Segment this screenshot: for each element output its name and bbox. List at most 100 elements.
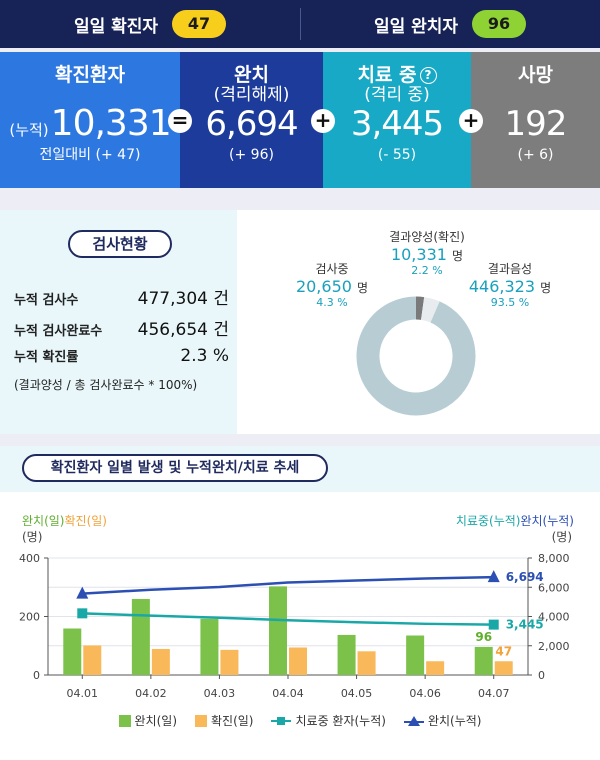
test-status-title: 검사현황 <box>68 230 172 258</box>
legend-item[interactable]: 완치(일) <box>118 712 177 729</box>
equals-icon: = <box>168 109 192 133</box>
test-summary: 검사현황 누적 검사수 477,304 건 누적 검사완료수 456,654 건… <box>0 210 237 434</box>
x-tick-label: 04.06 <box>409 687 441 700</box>
donut-label-testing: 검사중 20,650 명 4.3 % <box>272 260 392 309</box>
right-axis-legend: 치료중(누적)완치(누적) <box>456 512 574 529</box>
test-row-value: 477,304 건 <box>137 289 229 309</box>
bar-confirmed-daily <box>494 661 513 675</box>
left-legend-confirmed: 확진(일) <box>64 514 107 528</box>
left-axis-legend: 완치(일)확진(일) <box>22 512 107 529</box>
plus-icon: + <box>459 109 483 133</box>
help-icon[interactable]: ? <box>419 67 437 84</box>
test-row-value: 2.3 % <box>180 346 229 366</box>
donut-label-name: 결과음성 <box>487 262 533 276</box>
donut-label-negative: 결과음성 446,323 명 93.5 % <box>450 260 570 309</box>
bar-recovered-daily <box>131 598 150 675</box>
legend-swatch <box>118 714 131 727</box>
trend-title: 확진환자 일별 발생 및 누적완치/치료 추세 <box>22 454 328 482</box>
stat-deaths-value: 192 <box>504 104 568 144</box>
stat-recovered-sub: (격리해제) <box>213 85 290 105</box>
point-recovered-cumulative <box>76 586 89 599</box>
donut-label-value: 10,331 <box>390 245 447 264</box>
trend-panel: 확진환자 일별 발생 및 누적완치/치료 추세 완치(일)확진(일) 치료중(누… <box>0 446 600 760</box>
test-donut-chart <box>356 296 476 416</box>
y-tick-label-left: 200 <box>19 611 40 624</box>
stats-row: 확진환자 (누적) 10,331 전일대비 (+ 47) 완치 (격리해제) 6… <box>0 52 600 188</box>
left-legend-recovered: 완치(일) <box>22 514 65 528</box>
stat-recovered-delta: (+ 96) <box>229 147 274 163</box>
donut-label-unit: 명 <box>357 281 369 295</box>
y-tick-label-left: 0 <box>33 669 40 682</box>
right-legend-recovered: 완치(누적) <box>520 514 574 528</box>
legend-swatch <box>195 714 207 727</box>
donut-label-name: 검사중 <box>315 262 349 276</box>
legend-label: 치료중 환자(누적) <box>295 714 386 728</box>
legend-label: 확진(일) <box>211 714 254 728</box>
legend-label: 완치(일) <box>134 714 177 728</box>
plus-icon: + <box>311 109 335 133</box>
stat-deaths-delta: (+ 6) <box>517 147 554 163</box>
donut-label-pct: 4.3 % <box>316 296 348 309</box>
bar-recovered-daily <box>406 635 425 675</box>
data-label-recovered-daily: 96 <box>475 630 492 644</box>
bar-confirmed-daily <box>289 647 307 675</box>
x-tick-label: 04.02 <box>135 687 167 700</box>
bar-confirmed-daily <box>83 645 102 675</box>
test-row-value: 456,654 건 <box>137 320 229 340</box>
bar-confirmed-daily <box>220 649 239 675</box>
test-row-key: 누적 확진률 <box>14 350 79 365</box>
trend-chart: 0 200 400 0 2,000 4,000 6,000 8,000 04.01 04.02 04… <box>19 552 570 700</box>
stat-treating-sub: (격리 중) <box>364 85 430 105</box>
point-treating <box>77 608 88 619</box>
stat-recovered-label: 완치 <box>234 64 269 86</box>
test-status-panel: 검사현황 누적 검사수 477,304 건 누적 검사완료수 456,654 건… <box>0 210 600 434</box>
legend-label: 완치(누적) <box>427 714 482 728</box>
x-tick-label: 04.03 <box>204 687 236 700</box>
donut-label-value-row: 20,650 명 <box>272 277 392 296</box>
point-treating <box>488 619 499 630</box>
y-tick-label-right: 0 <box>538 669 545 682</box>
y-tick-label-right: 8,000 <box>538 552 570 565</box>
donut-slice <box>356 296 476 416</box>
stat-recovered: 완치 (격리해제) 6,694 (+ 96) <box>180 52 323 188</box>
legend-line-triangle-icon <box>403 715 424 726</box>
y-tick-label-right: 2,000 <box>538 640 570 653</box>
donut-label-value: 20,650 <box>295 277 352 296</box>
daily-recovered-badge: 96 <box>472 10 527 38</box>
y-tick-label-right: 4,000 <box>538 611 570 624</box>
test-row-total: 누적 검사수 477,304 건 <box>14 284 229 309</box>
legend-item[interactable]: 치료중 환자(누적) <box>271 712 386 729</box>
line-recovered-cumulative <box>82 575 494 595</box>
stat-treating-title: 치료 중? <box>323 64 471 86</box>
test-rate-note: (결과양성 / 총 검사완료수 * 100%) <box>14 378 198 392</box>
test-row-key: 누적 검사수 <box>14 293 79 308</box>
donut-label-value-row: 446,323 명 <box>450 277 570 296</box>
daily-recovered: 일일 완치자 96 <box>300 0 600 48</box>
data-label-treating: 3,445 <box>506 618 544 632</box>
donut-label-unit: 명 <box>540 281 552 295</box>
bar-recovered-daily <box>200 618 219 675</box>
bar-recovered-daily <box>63 628 82 675</box>
daily-confirmed-label: 일일 확진자 <box>73 16 159 37</box>
stat-total-label: 확진환자 <box>55 64 125 86</box>
left-axis-unit: (명) <box>22 530 43 544</box>
right-legend-treating: 치료중(누적) <box>455 514 521 528</box>
donut-slice <box>420 297 440 323</box>
legend-item[interactable]: 확진(일) <box>195 712 253 729</box>
legend-item[interactable]: 완치(누적) <box>403 712 482 729</box>
data-label-confirmed-daily: 47 <box>495 644 512 658</box>
stat-recovered-value: 6,694 <box>205 104 298 144</box>
y-tick-label-right: 6,000 <box>538 581 570 594</box>
stat-deaths-label: 사망 <box>518 64 553 86</box>
stat-treating: 치료 중? (격리 중) 3,445 (- 55) <box>323 52 471 188</box>
donut-label-unit: 명 <box>452 249 464 263</box>
test-row-completed: 누적 검사완료수 456,654 건 <box>14 315 229 340</box>
line-treating-cumulative <box>82 612 494 626</box>
divider <box>300 8 301 40</box>
test-row-key: 누적 검사완료수 <box>14 324 103 339</box>
daily-strip: 일일 확진자 47 일일 완치자 96 <box>0 0 600 48</box>
stat-treating-value: 3,445 <box>350 104 444 144</box>
daily-recovered-label: 일일 완치자 <box>373 16 459 37</box>
y-tick-label-left: 400 <box>19 552 40 565</box>
bar-recovered-daily <box>337 634 356 675</box>
